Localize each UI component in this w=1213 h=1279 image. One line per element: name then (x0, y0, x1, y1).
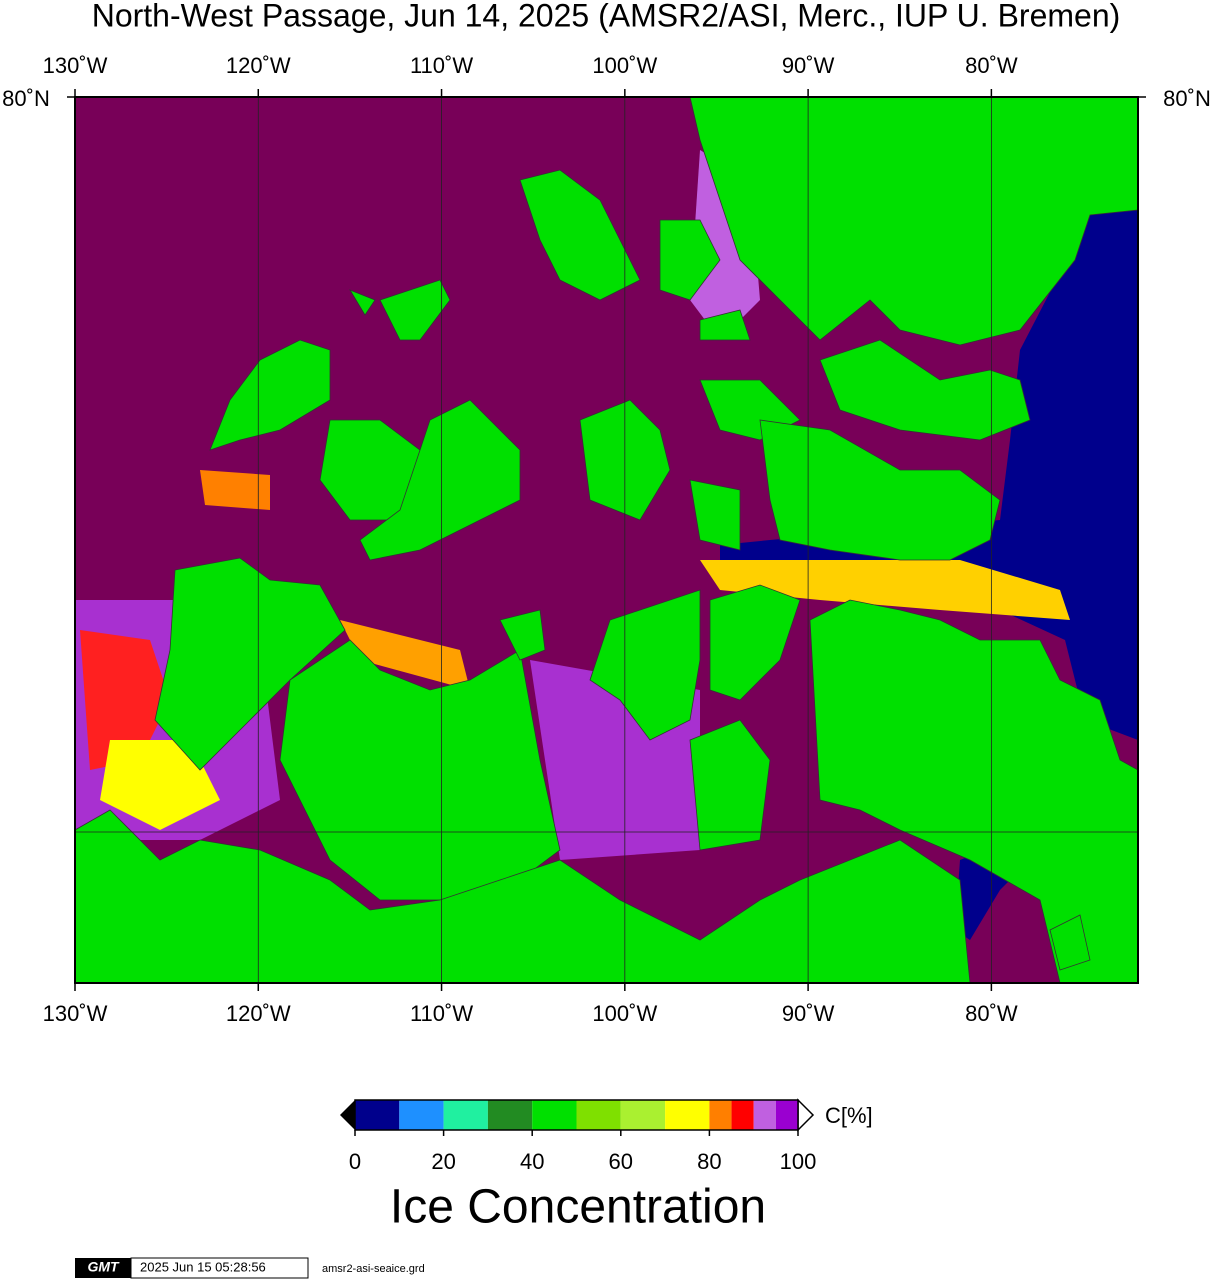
colorbar-label: Ice Concentration (390, 1181, 766, 1234)
colorbar-bin (775, 1100, 798, 1130)
lon-label: 80˚W (965, 1001, 1018, 1026)
colorbar-tick-label: 100 (780, 1149, 817, 1174)
lon-label: 110˚W (410, 1001, 473, 1026)
ice-field (100, 740, 220, 830)
colorbar-tick-label: 0 (349, 1149, 361, 1174)
colorbar-bin (399, 1100, 444, 1130)
colorbar-bin (532, 1100, 577, 1130)
lon-label: 130˚W (43, 53, 108, 78)
colorbar-bin (665, 1100, 710, 1130)
land (349, 289, 376, 316)
map-frame (74, 96, 1139, 984)
land (589, 589, 701, 741)
lon-label: 120˚W (226, 1001, 291, 1026)
colorbar (340, 1098, 815, 1136)
lon-label: 90˚W (782, 53, 835, 78)
land (809, 599, 1139, 984)
land (1049, 914, 1091, 971)
file-name: amsr2-asi-seaice.grd (322, 1263, 425, 1275)
land (819, 339, 1031, 441)
lon-label: 80˚W (965, 53, 1018, 78)
timestamp-box (130, 1257, 309, 1279)
colorbar-bin (576, 1100, 621, 1130)
land (499, 609, 546, 661)
footer: GMT 2025 Jun 15 05:28:56 amsr2-asi-seaic… (75, 1257, 425, 1279)
map-title: North-West Passage, Jun 14, 2025 (AMSR2/… (92, 0, 1121, 33)
lon-label: 120˚W (226, 53, 291, 78)
lon-label: 130˚W (43, 1001, 108, 1026)
land (689, 96, 1139, 346)
land (209, 339, 331, 451)
colorbar-bin (443, 1100, 488, 1130)
map-area (74, 96, 1139, 984)
colorbar-bin (709, 1100, 732, 1130)
colorbar-frame (354, 1099, 799, 1131)
lon-label: 90˚W (782, 1001, 835, 1026)
colorbar-bin (355, 1100, 400, 1130)
land (699, 309, 751, 341)
lon-label: 100˚W (592, 53, 657, 78)
colorbar-tick-label: 80 (697, 1149, 721, 1174)
lat-label: 80˚N (2, 86, 50, 111)
ice-field (200, 470, 270, 510)
logo-box (75, 1258, 131, 1278)
colorbar-bin (487, 1100, 533, 1130)
ice-field (80, 630, 170, 770)
timestamp: 2025 Jun 15 05:28:56 (140, 1259, 266, 1274)
colorbar-tick-label: 20 (431, 1149, 455, 1174)
land (379, 279, 451, 341)
lon-label: 110˚W (410, 53, 473, 78)
land (689, 479, 741, 551)
colorbar-bin (731, 1100, 754, 1130)
land (359, 399, 521, 561)
land (709, 584, 801, 701)
colorbar-unit: C[%] (825, 1103, 873, 1128)
colorbar-tick-label: 40 (520, 1149, 544, 1174)
colorbar-under (340, 1100, 355, 1130)
colorbar-bin (753, 1100, 776, 1130)
colorbar-bin (620, 1100, 666, 1130)
land (279, 639, 561, 901)
logo: GMT (87, 1259, 120, 1275)
ice-field (700, 560, 1070, 620)
land (759, 419, 1001, 561)
land (519, 169, 641, 301)
lat-label: 80˚N (1163, 86, 1211, 111)
land (659, 219, 721, 301)
colorbar-tick-label: 60 (609, 1149, 633, 1174)
ice-field (340, 620, 470, 690)
land (74, 809, 971, 984)
lon-label: 100˚W (592, 1001, 657, 1026)
colorbar-over (797, 1098, 815, 1132)
